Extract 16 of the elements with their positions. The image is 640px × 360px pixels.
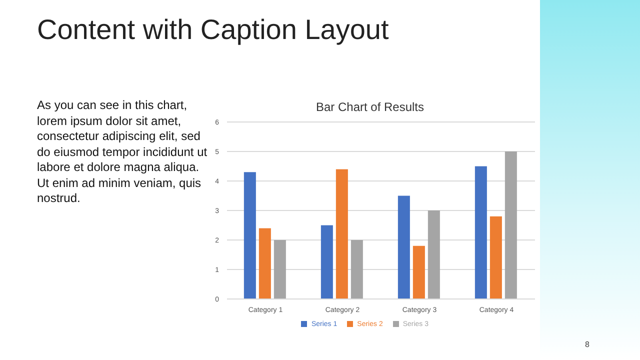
bar (244, 172, 256, 299)
bar (350, 240, 363, 299)
bar (474, 166, 487, 299)
bar (504, 152, 517, 299)
bar (258, 228, 271, 299)
bar (490, 216, 502, 299)
text: Content with Caption Layout (37, 14, 389, 46)
bar (320, 225, 333, 299)
text: 8 (585, 340, 590, 349)
bar (274, 240, 286, 299)
chart-title: Bar Chart of Results (314, 100, 426, 114)
bar (428, 210, 440, 299)
bar (336, 169, 348, 299)
text: As you can see in this chart, lorem ipsum dolor sit amet, consectetur adipiscing elit, sed do eiusmod tempor incididunt ut labore et dolore magna aliqua. Ut enim ad minim veniam, quis nostrud. (37, 98, 208, 206)
bar (398, 196, 410, 299)
bar (412, 246, 425, 299)
